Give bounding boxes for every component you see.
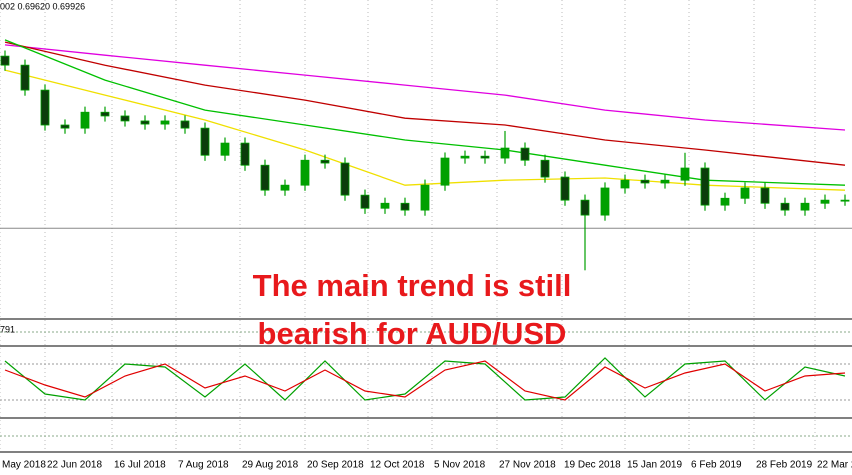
candle-body [600,187,610,216]
candle-body [40,89,50,126]
moving-average [4,41,846,166]
annotation: bearish for AUD/USD [258,316,567,351]
candle-body [80,111,90,129]
candle-body [460,155,470,159]
x-tick-label: May 2018 [2,460,46,471]
candle-body [700,167,710,206]
x-tick-label: 12 Oct 2018 [370,460,425,471]
candle-body [660,179,670,184]
candle-body [100,111,110,117]
candle-body [160,120,170,125]
candle-body [340,162,350,196]
candle-body [620,179,630,189]
candle-body [400,202,410,211]
annotation: The main trend is still [253,268,572,303]
candle-body [240,142,250,166]
plot [0,39,850,401]
candle-body [280,184,290,191]
candle-body [640,179,650,184]
candle-body [500,147,510,159]
candle-body [360,194,370,209]
moving-average [4,39,846,186]
candle-body [300,159,310,186]
candle-body [800,202,810,211]
candle-body [760,187,770,204]
x-tick-label: 27 Nov 2018 [499,460,556,471]
candle-body [540,159,550,178]
candle-body [420,184,430,211]
stochastic-line [4,357,846,401]
x-tick-label: 29 Aug 2018 [242,460,299,471]
x-tick-label: 5 Nov 2018 [434,460,486,471]
candle-body [440,157,450,186]
x-tick-label: 19 Dec 2018 [564,460,621,471]
x-tick-label: 28 Feb 2019 [756,460,813,471]
candle-body [820,199,830,204]
candle-body [260,164,270,191]
candle-body [480,155,490,159]
candle-body [840,199,850,202]
x-tick-label: 22 Mar 2 [817,460,852,471]
indicator-label: 791 [0,324,15,334]
annotation-group: The main trend is still bearish for AUD/… [253,268,572,351]
candle-body [580,199,590,216]
candle-body [0,55,10,66]
stochastic-line [4,360,846,401]
x-tick-label: 16 Jul 2018 [114,460,166,471]
candle-body [680,167,690,181]
candle-body [60,124,70,129]
candle-body [20,64,30,91]
candle-body [520,147,530,161]
x-tick-label: 22 Jun 2018 [47,460,102,471]
candle-body [200,127,210,156]
x-tick-label: 20 Sep 2018 [307,460,364,471]
x-tick-label: 7 Aug 2018 [178,460,229,471]
candle-body [720,197,730,206]
moving-average [4,69,846,191]
candle-body [380,202,390,209]
candle-body [140,120,150,125]
x-tick-label: 6 Feb 2019 [691,460,742,471]
x-tick-label: 15 Jan 2019 [627,460,682,471]
candle-body [320,159,330,164]
candle-body [220,142,230,156]
candle-body [740,187,750,199]
candle-body [560,176,570,201]
candle-body [120,115,130,122]
moving-average [4,44,846,131]
candle-body [180,120,190,129]
info-text: 002 0.69620 0.69926 [0,1,85,11]
candle-body [780,202,790,211]
